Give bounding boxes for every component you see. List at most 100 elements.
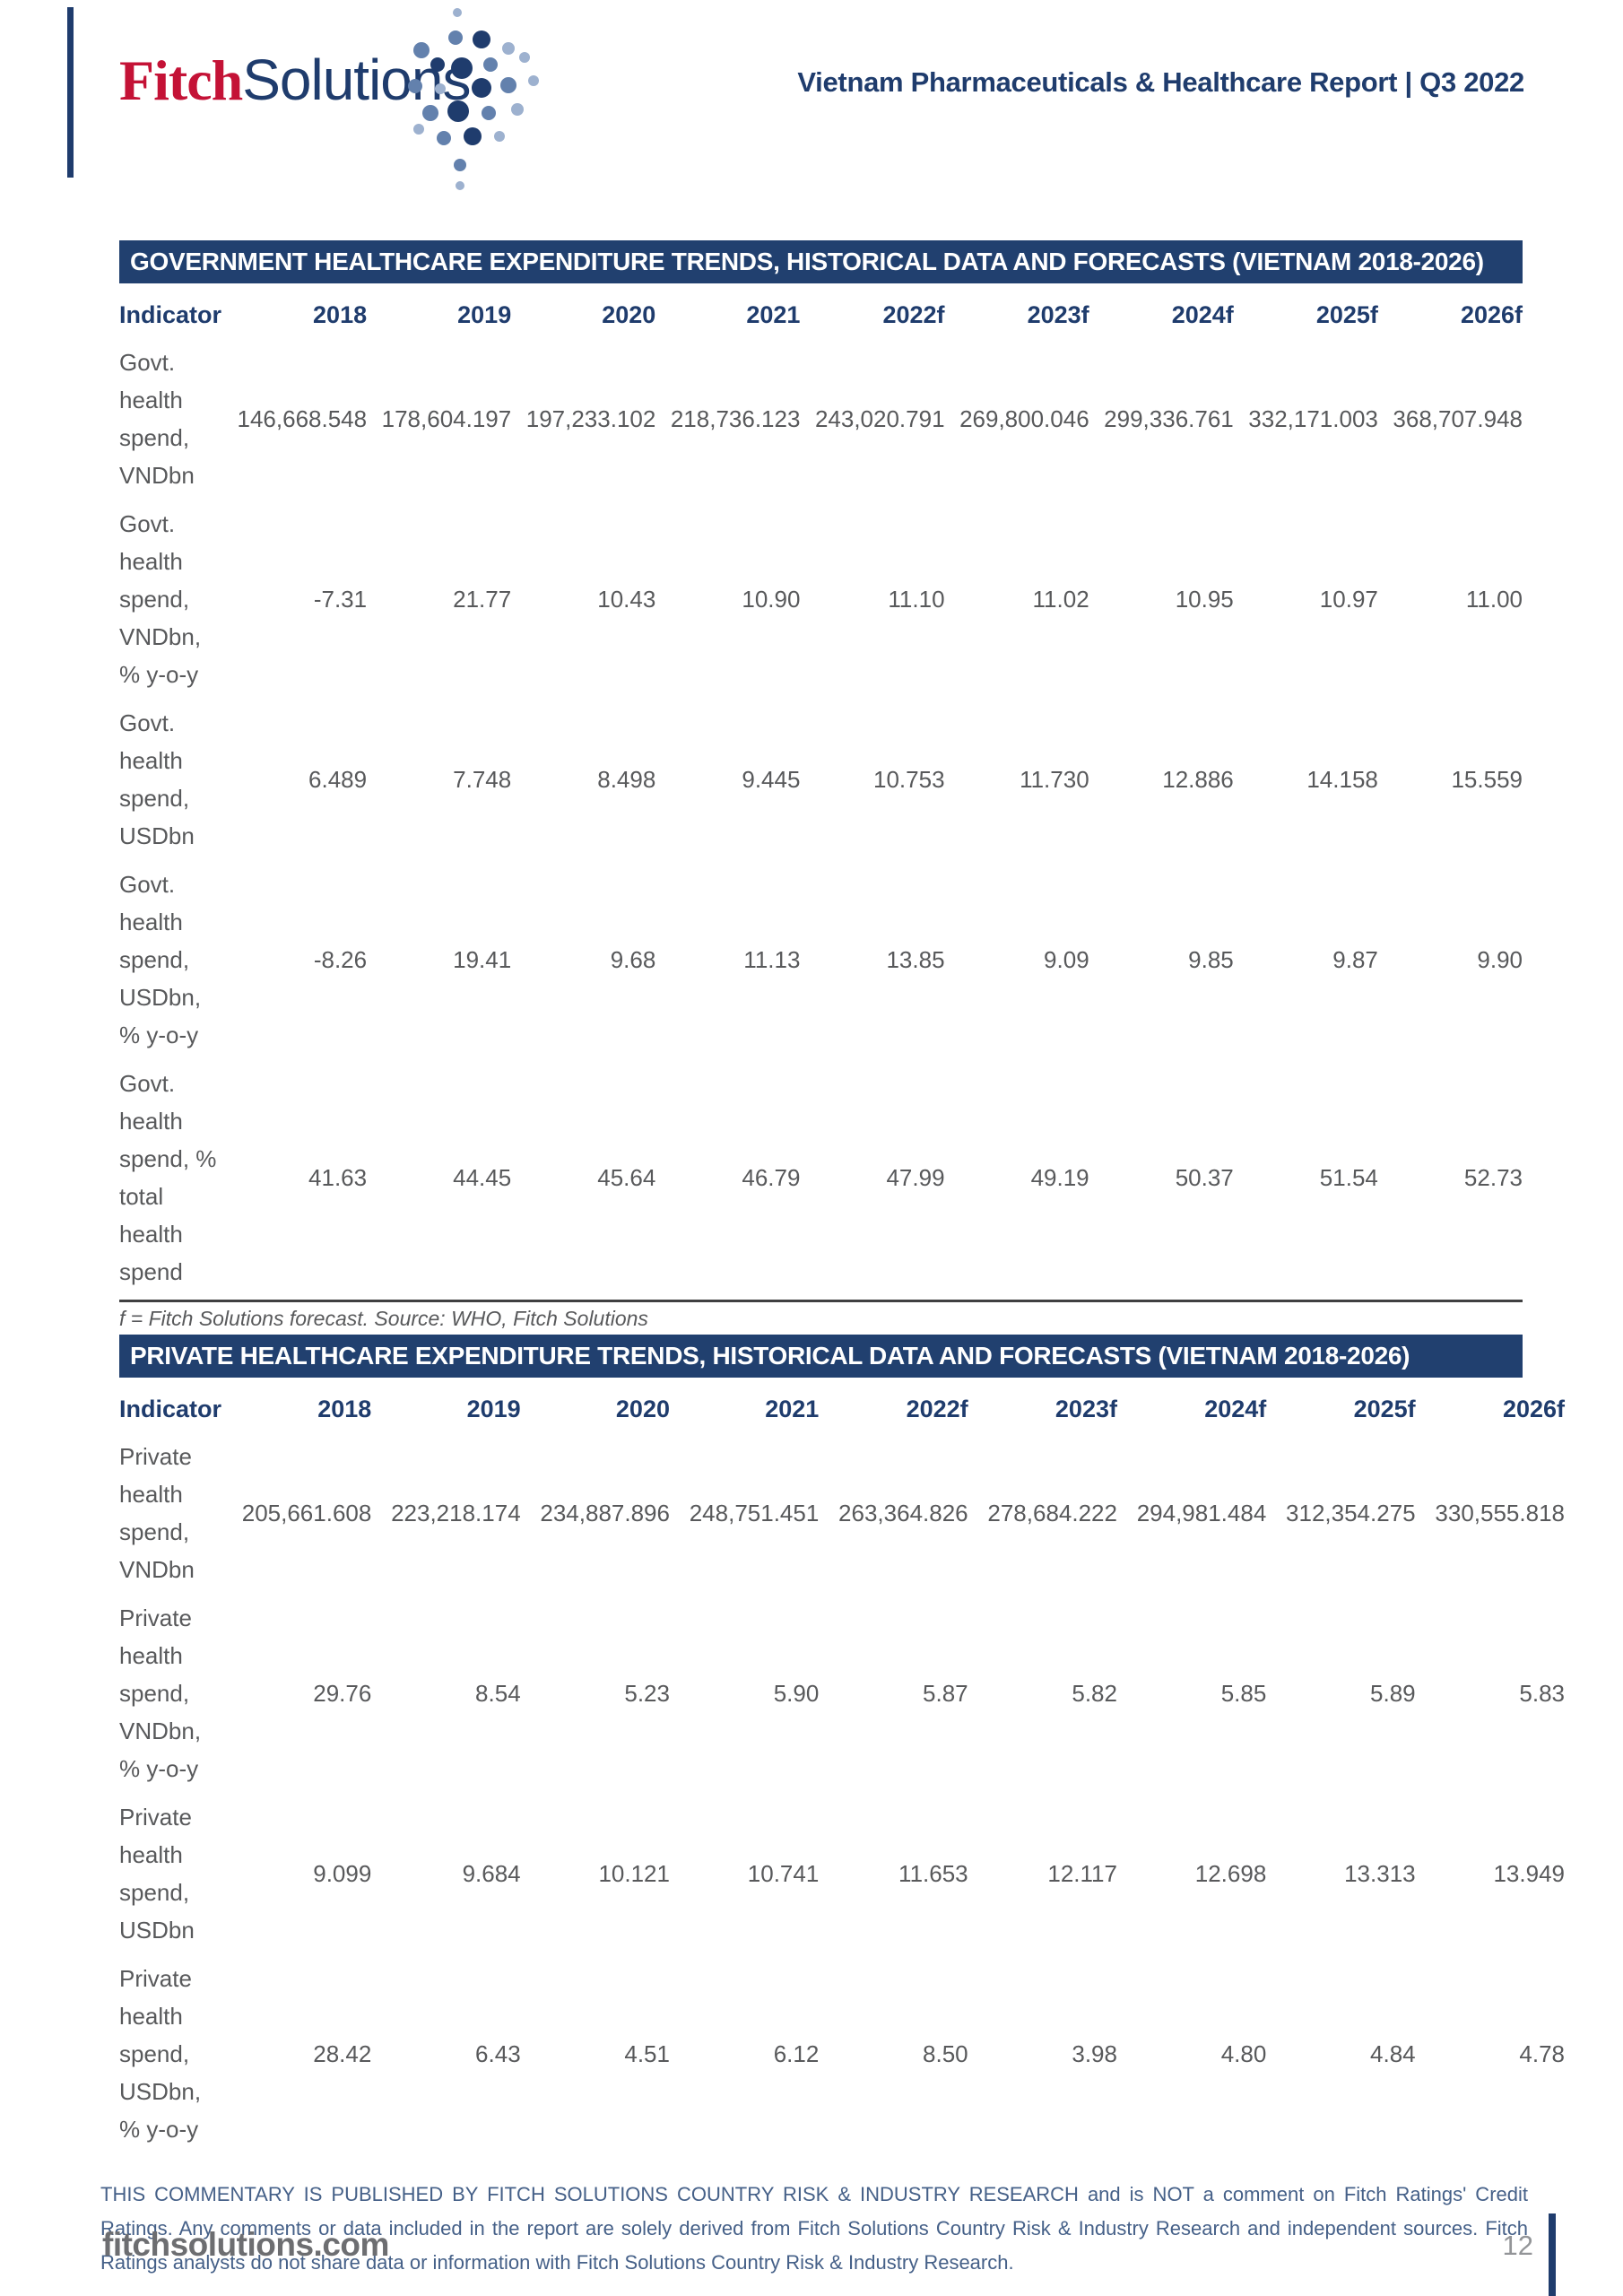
value-cell: 10.95 <box>1175 585 1234 613</box>
page-number: 12 <box>1502 2230 1533 2261</box>
value-cell: 8.498 <box>597 765 656 793</box>
value-cell: 234,887.896 <box>540 1499 670 1526</box>
value-cell: 9.85 <box>1188 945 1234 973</box>
value-cell: 146,668.548 <box>237 404 368 432</box>
value-cell: 5.83 <box>1519 1679 1565 1707</box>
header-left-rule <box>67 7 74 178</box>
indicator-cell: Private health spend, USDbn <box>119 1804 195 1944</box>
indicator-cell: Private health spend, VNDbn <box>119 1443 195 1583</box>
value-cell: 9.099 <box>313 1859 372 1887</box>
value-cell: 52.73 <box>1463 1163 1523 1191</box>
value-cell: 6.489 <box>308 765 368 793</box>
value-cell: 44.45 <box>453 1163 512 1191</box>
value-cell: 278,684.222 <box>987 1499 1117 1526</box>
value-cell: -7.31 <box>313 585 368 613</box>
column-header-year: 2020 <box>602 301 656 328</box>
value-cell: 10.97 <box>1319 585 1378 613</box>
value-cell: 5.87 <box>923 1679 968 1707</box>
value-cell: 13.949 <box>1493 1859 1565 1887</box>
value-cell: 11.02 <box>1032 585 1089 613</box>
value-cell: 11.00 <box>1465 585 1523 613</box>
value-cell: 7.748 <box>453 765 512 793</box>
table-row: Govt. health spend, % total health spend… <box>119 1059 1523 1296</box>
value-cell: 5.23 <box>624 1679 670 1707</box>
government-expenditure-section: GOVERNMENT HEALTHCARE EXPENDITURE TRENDS… <box>119 240 1523 1331</box>
value-cell: 299,336.761 <box>1104 404 1234 432</box>
value-cell: 6.43 <box>475 2039 521 2067</box>
fitchsolutions-logo: FitchSolutions <box>119 47 471 114</box>
table-row: Govt. health spend, VNDbn 146,668.548 178,… <box>119 338 1523 500</box>
column-header-year: 2025f <box>1315 301 1378 328</box>
table-row: Private health spend, VNDbn 205,661.608 22… <box>119 1432 1565 1594</box>
value-cell: 47.99 <box>886 1163 945 1191</box>
value-cell: -8.26 <box>313 945 368 973</box>
column-header-indicator: Indicator <box>119 301 222 328</box>
column-header-year: 2020 <box>615 1396 670 1422</box>
table-row: Govt. health spend, USDbn 6.489 7.748 8.498… <box>119 699 1523 860</box>
indicator-cell: Govt. health spend, VNDbn, % y-o-y <box>119 510 202 688</box>
column-header-year: 2018 <box>317 1396 372 1422</box>
value-cell: 10.741 <box>747 1859 820 1887</box>
value-cell: 28.42 <box>313 2039 372 2067</box>
column-header-year: 2021 <box>746 301 801 328</box>
table-row: Private health spend, VNDbn, % y-o-y 29.7… <box>119 1594 1565 1793</box>
report-title: Vietnam Pharmaceuticals & Healthcare Rep… <box>797 66 1524 98</box>
private-expenditure-table: Indicator 2018 2019 2020 2021 2022f 2023f 2024f… <box>119 1383 1565 2153</box>
value-cell: 10.121 <box>598 1859 670 1887</box>
value-cell: 9.445 <box>742 765 801 793</box>
government-expenditure-table: Indicator 2018 2019 2020 2021 2022f 2023f 2024f… <box>119 289 1523 1296</box>
value-cell: 21.77 <box>453 585 512 613</box>
column-header-year: 2021 <box>765 1396 820 1422</box>
value-cell: 205,661.608 <box>241 1499 372 1526</box>
value-cell: 269,800.046 <box>959 404 1089 432</box>
government-table-title-bar: GOVERNMENT HEALTHCARE EXPENDITURE TRENDS… <box>119 240 1523 283</box>
value-cell: 248,751.451 <box>689 1499 820 1526</box>
value-cell: 12.117 <box>1047 1859 1117 1887</box>
value-cell: 330,555.818 <box>1435 1499 1565 1526</box>
logo-fitch-text: Fitch <box>119 48 243 112</box>
value-cell: 12.698 <box>1194 1859 1267 1887</box>
value-cell: 9.684 <box>462 1859 521 1887</box>
value-cell: 13.313 <box>1344 1859 1416 1887</box>
value-cell: 4.78 <box>1519 2039 1565 2067</box>
value-cell: 8.54 <box>475 1679 521 1707</box>
table-bottom-rule <box>119 1300 1523 1302</box>
value-cell: 197,233.102 <box>525 404 656 432</box>
private-table-title-bar: PRIVATE HEALTHCARE EXPENDITURE TRENDS, H… <box>119 1335 1523 1378</box>
column-header-year: 2019 <box>457 301 512 328</box>
value-cell: 10.753 <box>873 765 945 793</box>
indicator-cell: Govt. health spend, USDbn, % y-o-y <box>119 871 202 1048</box>
value-cell: 19.41 <box>453 945 512 973</box>
value-cell: 51.54 <box>1319 1163 1378 1191</box>
value-cell: 368,707.948 <box>1393 404 1523 432</box>
value-cell: 11.10 <box>888 585 945 613</box>
column-header-year: 2024f <box>1171 301 1234 328</box>
value-cell: 9.68 <box>610 945 656 973</box>
column-header-row: Indicator 2018 2019 2020 2021 2022f 2023f 2024f… <box>119 1383 1565 1432</box>
indicator-cell: Private health spend, USDbn, % y-o-y <box>119 1965 202 2143</box>
logo-starburst-icon <box>408 8 539 190</box>
value-cell: 45.64 <box>597 1163 656 1191</box>
value-cell: 218,736.123 <box>670 404 801 432</box>
value-cell: 6.12 <box>773 2039 820 2067</box>
indicator-cell: Govt. health spend, % total health spend <box>119 1070 217 1285</box>
value-cell: 4.84 <box>1370 2039 1416 2067</box>
value-cell: 14.158 <box>1306 765 1378 793</box>
value-cell: 5.89 <box>1370 1679 1416 1707</box>
column-header-year: 2019 <box>466 1396 521 1422</box>
private-expenditure-section: PRIVATE HEALTHCARE EXPENDITURE TRENDS, H… <box>119 1335 1565 2153</box>
footer-right-rule <box>1549 2213 1556 2296</box>
indicator-cell: Govt. health spend, VNDbn <box>119 349 195 489</box>
footer-site-url: fitchsolutions.com <box>102 2226 389 2263</box>
footer-disclaimer: THIS COMMENTARY IS PUBLISHED BY FITCH SO… <box>100 2183 1528 2274</box>
value-cell: 13.85 <box>886 945 945 973</box>
table-row: Private health spend, USDbn 9.099 9.684 10.… <box>119 1793 1565 1954</box>
value-cell: 5.90 <box>773 1679 820 1707</box>
column-header-year: 2025f <box>1353 1396 1416 1422</box>
value-cell: 332,171.003 <box>1248 404 1378 432</box>
column-header-row: Indicator 2018 2019 2020 2021 2022f 2023f 2024f… <box>119 289 1523 338</box>
column-header-year: 2024f <box>1204 1396 1267 1422</box>
value-cell: 178,604.197 <box>381 404 512 432</box>
value-cell: 8.50 <box>923 2039 968 2067</box>
